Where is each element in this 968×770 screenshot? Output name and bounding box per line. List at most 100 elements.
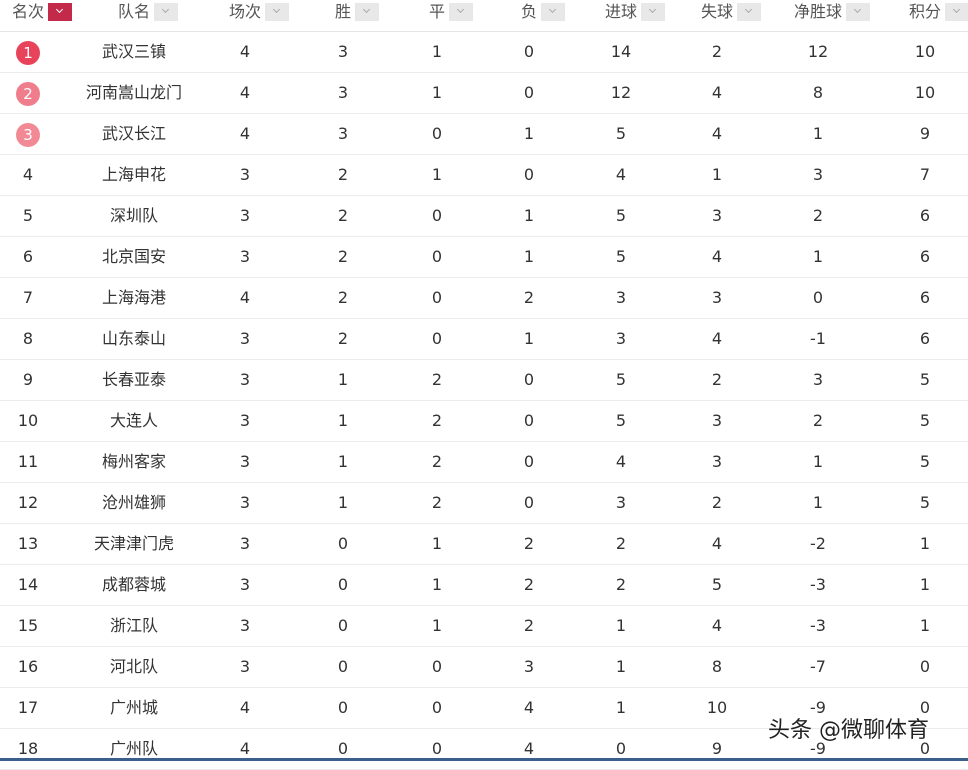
table-cell: 1	[523, 247, 535, 266]
table-row[interactable]: 11 梅州客家 3 1 2 0 4 3 1 5	[0, 441, 968, 483]
table-row[interactable]: 16 河北队 3 0 0 3 1 8 -7 0	[0, 646, 968, 688]
table-cell: -9	[810, 698, 826, 717]
column-header[interactable]: 失球	[701, 0, 762, 31]
table-cell: 0	[431, 329, 443, 348]
sort-dropdown-icon[interactable]	[945, 2, 968, 21]
table-cell: 8	[711, 657, 723, 676]
table-row[interactable]: 5 深圳队 3 2 0 1 5 3 2 6	[0, 195, 968, 237]
table-cell: 5	[615, 411, 627, 430]
team-name: 上海申花	[101, 165, 167, 184]
table-cell: 0	[523, 42, 535, 61]
table-cell: 4	[239, 698, 251, 717]
sort-dropdown-icon[interactable]	[846, 2, 871, 21]
column-header-label: 场次	[228, 1, 262, 21]
column-header[interactable]: 进球	[605, 0, 666, 31]
window-bottom-border	[0, 758, 968, 761]
table-cell: 1	[431, 42, 443, 61]
column-header[interactable]: 负	[521, 0, 566, 31]
table-row[interactable]: 17 广州城 4 0 0 4 1 10 -9 0	[0, 687, 968, 729]
team-name: 武汉长江	[101, 124, 167, 143]
sort-dropdown-icon[interactable]	[355, 2, 380, 21]
table-cell: 3	[711, 411, 723, 430]
team-name: 成都蓉城	[101, 575, 167, 594]
table-cell: 2	[337, 247, 349, 266]
rank-badge-cell: 3	[16, 113, 40, 154]
team-name: 广州城	[109, 698, 159, 717]
table-cell: 3	[337, 83, 349, 102]
table-row[interactable]: 8 山东泰山 3 2 0 1 3 4 -1 6	[0, 318, 968, 360]
table-cell: 1	[523, 329, 535, 348]
table-cell: 2	[523, 575, 535, 594]
table-cell: 2	[337, 165, 349, 184]
table-cell: 1	[615, 698, 627, 717]
table-cell: 6	[22, 247, 34, 266]
table-cell: 1	[812, 247, 824, 266]
table-cell: 3	[337, 42, 349, 61]
table-cell: 0	[431, 124, 443, 143]
table-row[interactable]: 3 武汉长江 4 3 0 1 5 4 1 9	[0, 113, 968, 155]
sort-dropdown-icon[interactable]	[541, 2, 566, 21]
table-cell: 2	[711, 370, 723, 389]
rank-badge-cell: 1	[16, 31, 40, 72]
table-cell: 2	[523, 534, 535, 553]
table-cell: 14	[17, 575, 39, 594]
table-row[interactable]: 12 沧州雄狮 3 1 2 0 3 2 1 5	[0, 482, 968, 524]
sort-dropdown-icon[interactable]	[154, 2, 179, 21]
table-cell: 4	[523, 698, 535, 717]
table-cell: 0	[431, 247, 443, 266]
sort-dropdown-icon[interactable]	[449, 2, 474, 21]
table-cell: 9	[919, 124, 931, 143]
table-cell: 12	[17, 493, 39, 512]
column-header[interactable]: 净胜球	[794, 0, 871, 31]
table-cell: 2	[615, 534, 627, 553]
table-cell: 3	[239, 165, 251, 184]
column-header[interactable]: 名次	[12, 0, 73, 31]
table-cell: 3	[239, 370, 251, 389]
table-cell: 3	[239, 575, 251, 594]
table-cell: 5	[615, 206, 627, 225]
column-header[interactable]: 积分	[909, 0, 968, 31]
sort-dropdown-icon[interactable]	[737, 2, 762, 21]
team-name: 沧州雄狮	[101, 493, 167, 512]
column-header-label: 积分	[908, 1, 942, 21]
table-cell: 13	[17, 534, 39, 553]
table-row[interactable]: 6 北京国安 3 2 0 1 5 4 1 6	[0, 236, 968, 278]
table-row[interactable]: 1 武汉三镇 4 3 1 0 14 2 12 10	[0, 31, 968, 73]
table-cell: 1	[523, 206, 535, 225]
table-row[interactable]: 2 河南嵩山龙门 4 3 1 0 12 4 8 10	[0, 72, 968, 114]
sort-dropdown-icon[interactable]	[641, 2, 666, 21]
team-name: 武汉三镇	[101, 42, 167, 61]
column-header[interactable]: 场次	[228, 0, 290, 31]
table-cell: 3	[711, 452, 723, 471]
table-cell: 0	[337, 657, 349, 676]
table-cell: 4	[239, 124, 251, 143]
table-row[interactable]: 13 天津津门虎 3 0 1 2 2 4 -2 1	[0, 523, 968, 565]
column-header[interactable]: 队名	[118, 0, 179, 31]
table-cell: 3	[239, 616, 251, 635]
table-row[interactable]: 14 成都蓉城 3 0 1 2 2 5 -3 1	[0, 564, 968, 606]
table-cell: 0	[431, 288, 443, 307]
table-cell: 4	[523, 739, 535, 758]
table-cell: 2	[523, 288, 535, 307]
column-header[interactable]: 胜	[335, 0, 380, 31]
sort-dropdown-icon[interactable]	[48, 2, 73, 21]
table-cell: 3	[615, 329, 627, 348]
column-header[interactable]: 平	[429, 0, 474, 31]
table-cell: 17	[17, 698, 39, 717]
table-cell: 5	[919, 370, 931, 389]
table-row[interactable]: 15 浙江队 3 0 1 2 1 4 -3 1	[0, 605, 968, 647]
table-row[interactable]: 4 上海申花 3 2 1 0 4 1 3 7	[0, 154, 968, 196]
table-row[interactable]: 9 长春亚泰 3 1 2 0 5 2 3 5	[0, 359, 968, 401]
table-row[interactable]: 7 上海海港 4 2 0 2 3 3 0 6	[0, 277, 968, 319]
watermark: 头条 @微聊体育	[768, 718, 929, 743]
team-name: 北京国安	[101, 247, 167, 266]
table-cell: -3	[810, 616, 826, 635]
table-cell: 3	[239, 206, 251, 225]
table-row[interactable]: 10 大连人 3 1 2 0 5 3 2 5	[0, 400, 968, 442]
table-cell: 4	[239, 288, 251, 307]
table-cell: 6	[919, 329, 931, 348]
table-cell: 3	[337, 124, 349, 143]
sort-dropdown-icon[interactable]	[265, 2, 290, 21]
table-cell: 3	[523, 657, 535, 676]
table-cell: 3	[239, 329, 251, 348]
